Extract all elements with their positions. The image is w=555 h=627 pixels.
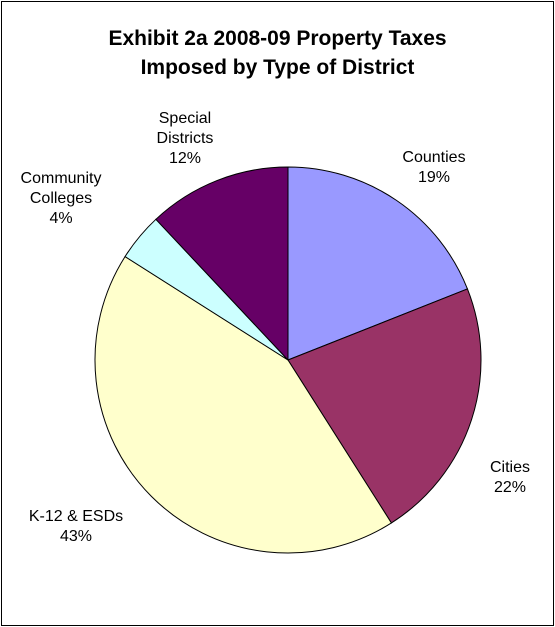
data-label-community-colleges: Community Colleges 4% [21,170,102,227]
data-label-counties: Counties 19% [402,149,465,186]
data-label-cities: Cities 22% [490,459,530,496]
pie-slice-special-districts [155,166,289,362]
pie-slice-counties [287,166,469,361]
chart-title: Exhibit 2a 2008-09 Property Taxes Impose… [2,24,553,82]
data-label-special-districts: Special Districts 12% [157,110,214,167]
chart-title-line-2: Imposed by Type of District [140,56,415,79]
pie-slice-cities [287,288,482,524]
chart-title-line-1: Exhibit 2a 2008-09 Property Taxes [108,27,447,50]
data-label-k12-esds: K-12 & ESDs 43% [29,508,123,545]
pie-slice-k12-esds [94,255,393,554]
